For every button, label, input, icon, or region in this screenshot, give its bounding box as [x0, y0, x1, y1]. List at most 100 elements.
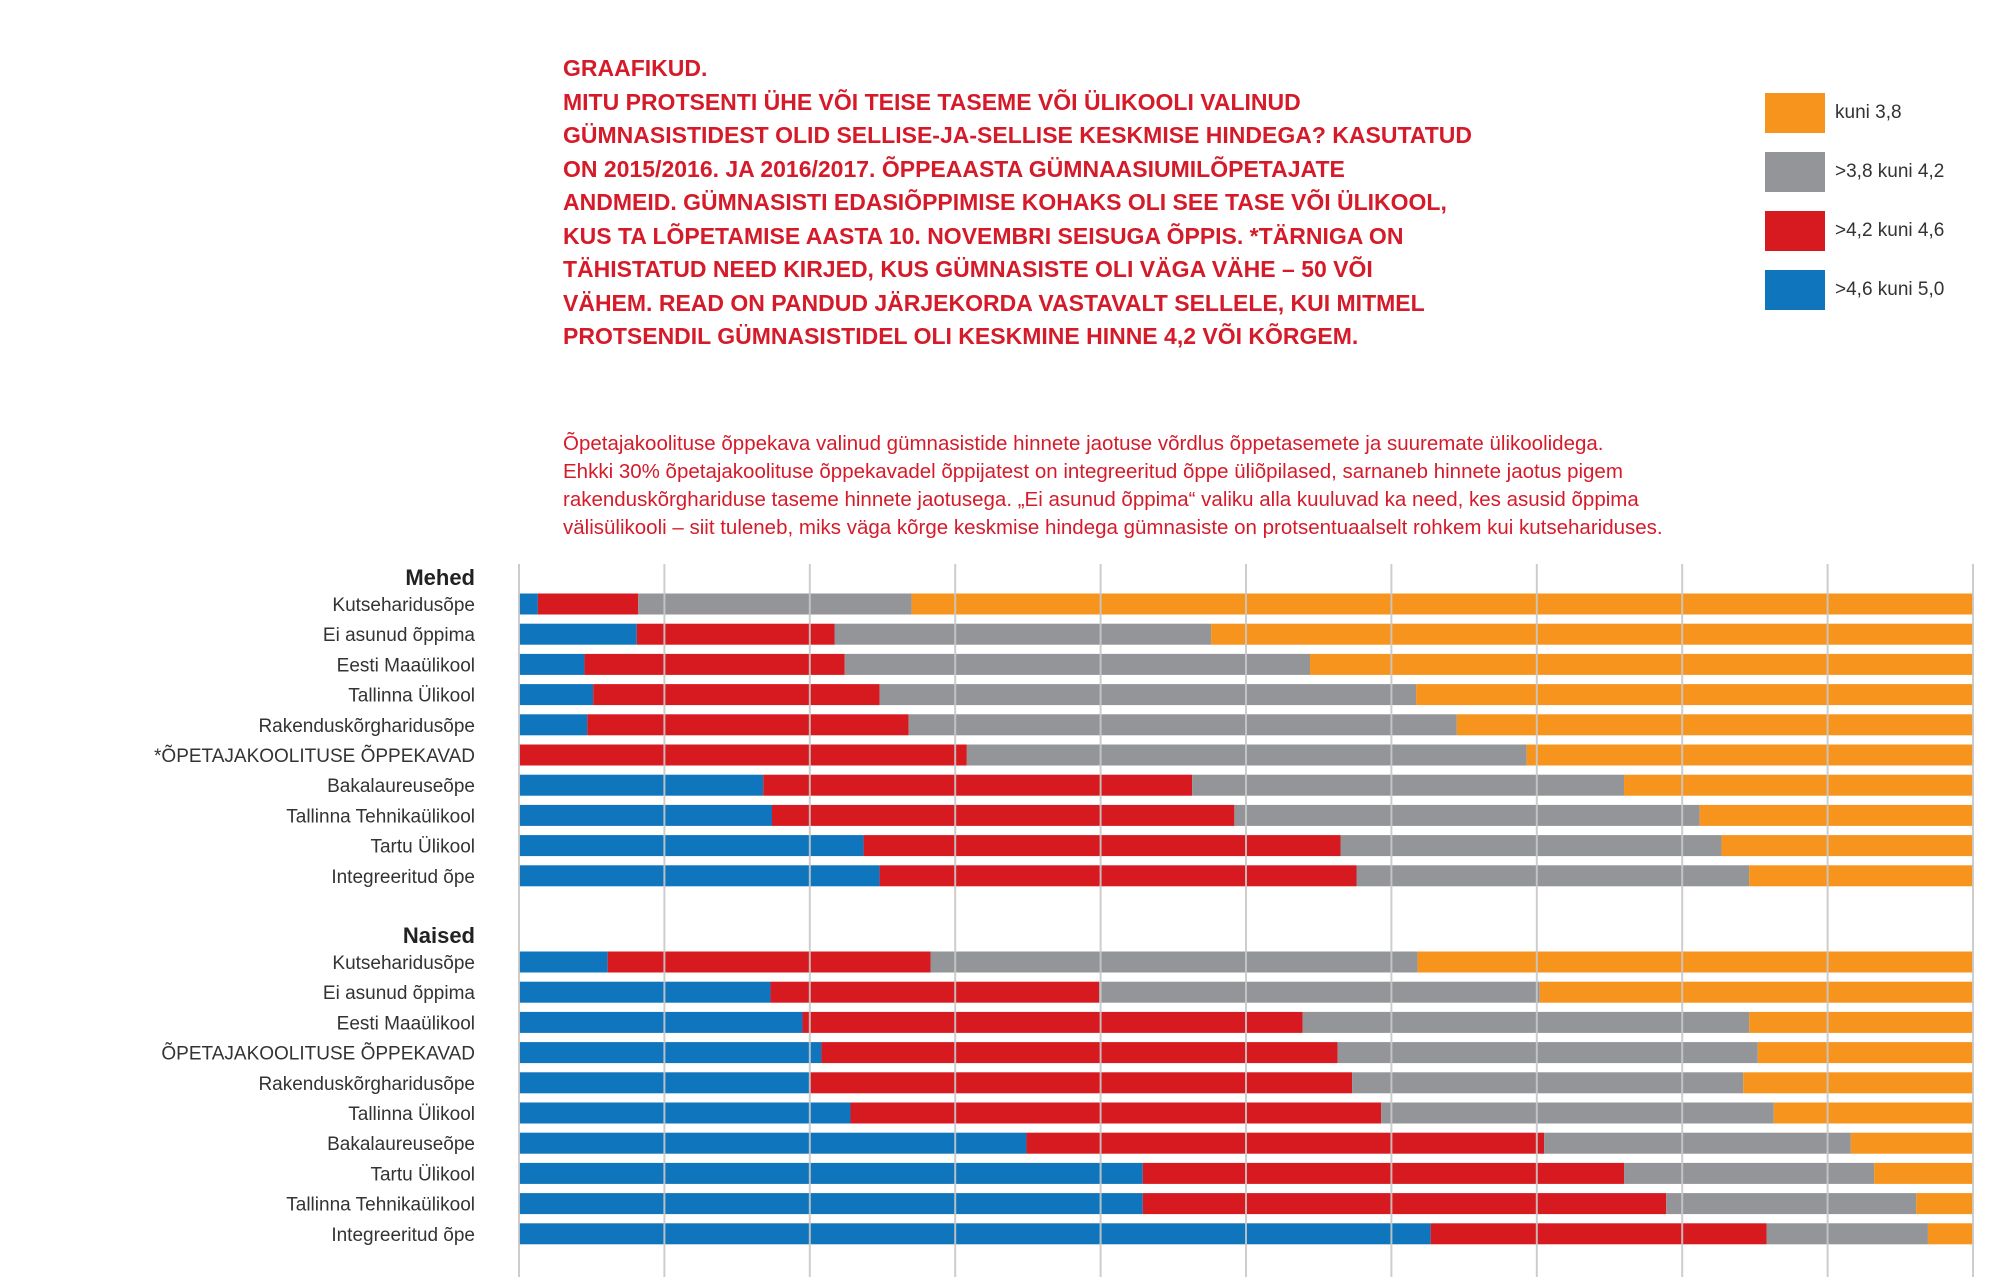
bar-segment: [1916, 1193, 1973, 1215]
bar-segment: [771, 804, 1235, 826]
bar-segment: [1766, 1223, 1928, 1245]
legend-item: >3,8 kuni 4,2: [1765, 152, 1944, 192]
bar-segment: [802, 1011, 1303, 1033]
category-label: Bakalaureuseõpe: [327, 1134, 475, 1155]
bar-segment: [1544, 1132, 1851, 1154]
bar-segment: [863, 835, 1341, 857]
category-label: Ei asunud õppima: [323, 625, 476, 646]
bar-segment: [850, 1102, 1382, 1124]
bar-segment: [1430, 1223, 1767, 1245]
bar-segment: [1666, 1193, 1917, 1215]
bar-segment: [1539, 981, 1973, 1003]
category-label: Tallinna Ülikool: [348, 1104, 475, 1125]
legend-label: >4,2 kuni 4,6: [1835, 220, 1945, 241]
legend-swatch: [1765, 211, 1825, 251]
legend-label: >4,6 kuni 5,0: [1835, 279, 1945, 300]
category-label: Bakalaureuseõpe: [327, 776, 475, 797]
bar-segment: [1142, 1162, 1625, 1184]
bar-segment: [607, 951, 931, 973]
bar-segment: [1456, 714, 1973, 736]
bar-segment: [519, 835, 864, 857]
bar-segment: [593, 684, 880, 706]
bar-segment: [1850, 1132, 1973, 1154]
bar-segment: [519, 744, 967, 766]
bar-segment: [1302, 1011, 1750, 1033]
bar-segment: [519, 684, 594, 706]
category-label: *ÕPETAJAKOOLITUSE ÕPPEKAVAD: [154, 745, 475, 767]
subtitle-line: rakenduskõrghariduse taseme hinnete jaot…: [563, 488, 1639, 511]
legend-swatch: [1765, 270, 1825, 310]
bar-segment: [519, 1102, 851, 1124]
bar-segment: [879, 865, 1357, 887]
bar-segment: [763, 774, 1193, 796]
title-line: ON 2015/2016. JA 2016/2017. ÕPPEAASTA GÜ…: [563, 155, 1345, 182]
bar-segment: [587, 714, 909, 736]
category-label: Integreeritud õpe: [331, 867, 475, 888]
legend-swatch: [1765, 93, 1825, 133]
bar-segment: [821, 1042, 1338, 1064]
bar-segment: [908, 714, 1457, 736]
bar-segment: [1526, 744, 1973, 766]
bar-segment: [844, 653, 1310, 675]
bar-segment: [1874, 1162, 1973, 1184]
category-label: Eesti Maaülikool: [337, 655, 475, 676]
legend-item: >4,2 kuni 4,6: [1765, 211, 1944, 251]
subtitle-line: välisülikooli – siit tuleneb, miks väga …: [563, 516, 1663, 539]
bar-segment: [519, 1132, 1027, 1154]
bar-segment: [911, 593, 1973, 615]
bar-segment: [1721, 835, 1973, 857]
bar-segment: [1026, 1132, 1545, 1154]
bar-segment: [1757, 1042, 1973, 1064]
title-line: PROTSENDIL GÜMNASISTIDEL OLI KESKMINE HI…: [563, 323, 1359, 349]
bar-segment: [519, 865, 880, 887]
bar-segment: [519, 804, 772, 826]
legend-swatch: [1765, 152, 1825, 192]
subtitle-line: Õpetajakoolituse õppekava valinud gümnas…: [563, 432, 1604, 455]
group-label: Naised: [403, 923, 475, 948]
bar-segment: [1749, 865, 1973, 887]
bar-segment: [519, 1162, 1143, 1184]
bar-segment: [1142, 1193, 1667, 1215]
bar-segment: [1381, 1102, 1774, 1124]
bar-segment: [1211, 623, 1973, 645]
bar-segment: [809, 1072, 1353, 1094]
bar-segment: [879, 684, 1417, 706]
bar-segment: [1699, 804, 1973, 826]
title-line: GRAAFIKUD.: [563, 55, 708, 81]
category-label: ÕPETAJAKOOLITUSE ÕPPEKAVAD: [161, 1043, 475, 1065]
bar-segment: [1624, 774, 1973, 796]
bar-segment: [537, 593, 639, 615]
category-label: Kutseharidusõpe: [332, 953, 475, 974]
bar-segment: [1417, 951, 1973, 973]
bar-segment: [519, 653, 585, 675]
category-label: Integreeritud õpe: [331, 1225, 475, 1246]
bar-segment: [636, 623, 835, 645]
bar-segment: [1624, 1162, 1875, 1184]
bar-segment: [519, 1223, 1431, 1245]
bar-segment: [1352, 1072, 1744, 1094]
title-line: MITU PROTSENTI ÜHE VÕI TEISE TASEME VÕI …: [563, 88, 1301, 115]
category-label: Tallinna Tehnikaülikool: [286, 1195, 475, 1216]
category-label: Kutseharidusõpe: [332, 595, 475, 616]
title-line: KUS TA LÕPETAMISE AASTA 10. NOVEMBRI SEI…: [563, 222, 1404, 249]
category-label: Tallinna Ülikool: [348, 686, 475, 707]
bar-segment: [1773, 1102, 1973, 1124]
category-label: Eesti Maaülikool: [337, 1013, 475, 1034]
category-label: Tartu Ülikool: [370, 837, 475, 858]
bar-segment: [519, 1011, 803, 1033]
bar-segment: [1356, 865, 1750, 887]
bar-segment: [930, 951, 1418, 973]
bar-segment: [519, 714, 588, 736]
category-label: Tartu Ülikool: [370, 1164, 475, 1185]
category-label: Tallinna Tehnikaülikool: [286, 806, 475, 827]
bar-segment: [519, 1042, 822, 1064]
title-line: GÜMNASISTIDEST OLID SELLISE-JA-SELLISE K…: [563, 122, 1472, 148]
legend-item: >4,6 kuni 5,0: [1765, 270, 1944, 310]
group-label: Mehed: [405, 565, 475, 590]
bar-segment: [1337, 1042, 1758, 1064]
category-label: Rakenduskõrgharidusõpe: [258, 716, 475, 737]
category-label: Ei asunud õppima: [323, 983, 476, 1004]
bar-segment: [519, 593, 538, 615]
bar-segment: [519, 981, 771, 1003]
